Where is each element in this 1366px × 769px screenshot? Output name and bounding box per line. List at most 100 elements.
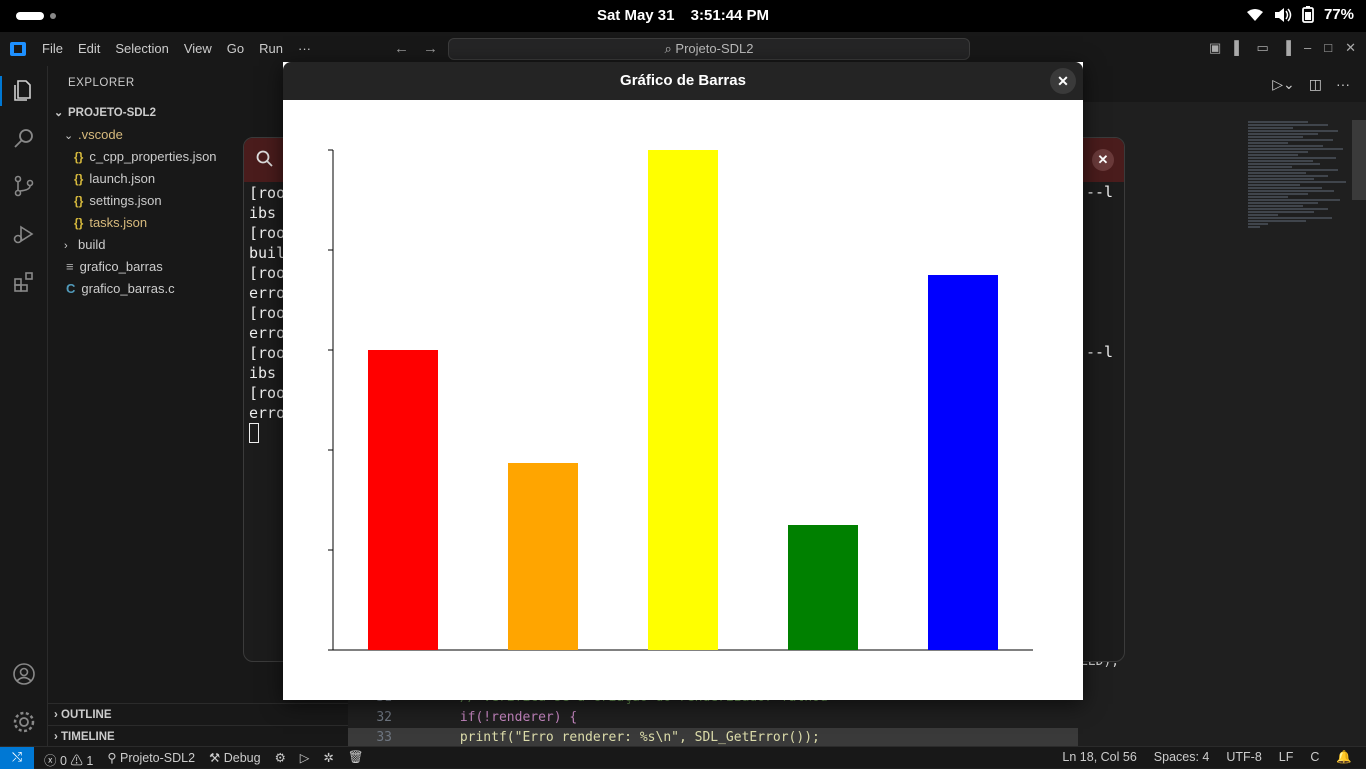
back-arrow-icon[interactable]: ← xyxy=(394,40,409,57)
editor-scrollbar[interactable] xyxy=(1352,120,1366,200)
search-icon: ⌕ xyxy=(664,41,676,56)
search-icon[interactable] xyxy=(256,150,274,168)
chart-window-title: Gráfico de Barras xyxy=(620,72,746,89)
chevron-right-icon: › xyxy=(54,731,62,743)
tree-item-label: grafico_barras xyxy=(79,259,163,274)
activities-indicator[interactable] xyxy=(16,12,44,20)
outline-section[interactable]: › OUTLINE xyxy=(48,703,348,725)
close-window-icon[interactable]: ✕ xyxy=(1345,40,1356,55)
more-actions-icon[interactable]: ··· xyxy=(1336,76,1350,92)
menu-more[interactable]: ··· xyxy=(298,41,311,56)
build-gear-icon[interactable]: ⚙ xyxy=(274,751,286,765)
extensions-icon[interactable] xyxy=(12,270,36,294)
tree-file-tasks[interactable]: {} tasks.json xyxy=(74,212,147,234)
tree-file-settings[interactable]: {} settings.json xyxy=(74,190,162,212)
run-icon[interactable]: ▷ xyxy=(299,751,310,765)
system-top-bar: Sat May 31 3:51:44 PM 77% xyxy=(0,0,1366,32)
toggle-secondary-sidebar-icon[interactable]: ▐ xyxy=(1281,40,1291,55)
cursor-position[interactable]: Ln 18, Col 56 xyxy=(1062,750,1137,764)
toggle-sidebar-icon[interactable]: ▌ xyxy=(1234,40,1244,55)
split-editor-icon[interactable]: ◫ xyxy=(1308,76,1322,92)
settings-gear-icon[interactable] xyxy=(12,710,36,734)
tree-folder-build[interactable]: › build xyxy=(64,234,105,256)
tree-file-c-cpp-properties[interactable]: {} c_cpp_properties.json xyxy=(74,146,217,168)
binary-file-icon: ≡ xyxy=(66,259,74,274)
time-label: 3:51:44 PM xyxy=(690,7,770,24)
project-name: PROJETO-SDL2 xyxy=(68,107,156,119)
outline-label: OUTLINE xyxy=(61,709,112,721)
code-line[interactable]: 32 if(!renderer) { xyxy=(348,708,1078,728)
date-label: Sat May 31 xyxy=(596,7,675,24)
menu-edit[interactable]: Edit xyxy=(77,41,101,56)
bar xyxy=(648,150,718,650)
folder-icon: ⚲ xyxy=(107,751,120,765)
warning-icon: ⚠ xyxy=(70,754,87,768)
encoding[interactable]: UTF-8 xyxy=(1226,750,1262,764)
navigation-arrows: ← → xyxy=(394,40,438,57)
workspace-dot xyxy=(50,13,56,19)
project-root-folder[interactable]: ⌄ PROJETO-SDL2 xyxy=(54,102,156,124)
terminal-line: erro xyxy=(249,404,286,422)
remote-indicator-icon[interactable]: ⤭ xyxy=(0,747,34,769)
terminal-line: erro xyxy=(249,284,286,302)
battery-percent: 77% xyxy=(1323,6,1354,23)
tree-item-label: tasks.json xyxy=(89,215,148,230)
end-of-line[interactable]: LF xyxy=(1278,750,1294,764)
debug-bug-icon[interactable]: ✲ xyxy=(323,751,334,765)
terminal-cursor xyxy=(249,423,259,443)
forward-arrow-icon[interactable]: → xyxy=(423,40,438,57)
vscode-logo-icon xyxy=(10,42,26,56)
chevron-right-icon: › xyxy=(54,709,62,721)
cmake-project[interactable]: ⚲ Projeto-SDL2 xyxy=(107,750,195,769)
build-variant[interactable]: ⚒ Debug xyxy=(209,750,261,769)
error-icon: ⓧ xyxy=(44,754,60,768)
source-control-icon[interactable] xyxy=(12,174,36,198)
chart-window: Gráfico de Barras ✕ xyxy=(283,62,1083,700)
trash-icon[interactable]: 🗑 xyxy=(347,750,364,764)
terminal-line: [roo xyxy=(249,184,286,202)
clock[interactable]: Sat May 31 3:51:44 PM xyxy=(0,7,1366,24)
tree-item-label: build xyxy=(78,237,106,252)
tree-file-launch[interactable]: {} launch.json xyxy=(74,168,155,190)
tree-item-label: c_cpp_properties.json xyxy=(89,149,217,164)
customize-layout-icon[interactable]: ▣ xyxy=(1208,40,1222,55)
json-file-icon: {} xyxy=(74,172,84,186)
bar xyxy=(788,525,858,650)
minimap[interactable] xyxy=(1248,120,1348,370)
command-center-search[interactable]: ⌕ Projeto-SDL2 xyxy=(448,38,970,60)
menu-selection[interactable]: Selection xyxy=(115,41,169,56)
indentation[interactable]: Spaces: 4 xyxy=(1153,750,1210,764)
timeline-section[interactable]: › TIMELINE xyxy=(48,725,348,747)
minimize-icon[interactable]: – xyxy=(1304,40,1312,55)
tree-folder-vscode[interactable]: ⌄ .vscode xyxy=(64,124,123,146)
menu-file[interactable]: File xyxy=(42,41,63,56)
toggle-panel-icon[interactable]: ▭ xyxy=(1256,40,1269,55)
code-line-current[interactable]: 33 printf("Erro renderer: %s\n", SDL_Get… xyxy=(348,728,1078,748)
line-number: 33 xyxy=(376,730,392,745)
tree-file-grafico-barras[interactable]: ≡ grafico_barras xyxy=(66,256,163,278)
problems-indicator[interactable]: ⓧ 0 ⚠ 1 xyxy=(44,750,93,769)
close-icon[interactable]: ✕ xyxy=(1050,68,1076,94)
language-mode[interactable]: C xyxy=(1310,750,1320,764)
terminal-line-fragment: --l xyxy=(1086,343,1114,361)
system-tray[interactable]: 77% xyxy=(1246,6,1354,23)
explorer-icon[interactable] xyxy=(12,78,36,102)
search-view-icon[interactable] xyxy=(12,126,36,150)
active-view-indicator xyxy=(0,76,2,106)
timeline-label: TIMELINE xyxy=(61,731,115,743)
terminal-line: [roo xyxy=(249,264,286,282)
accounts-icon[interactable] xyxy=(12,662,36,686)
bar xyxy=(928,275,998,650)
close-icon[interactable]: ✕ xyxy=(1092,149,1114,171)
status-right: Ln 18, Col 56 Spaces: 4 UTF-8 LF C 🔔 xyxy=(1062,750,1352,765)
maximize-icon[interactable]: □ xyxy=(1324,40,1333,55)
menu-run[interactable]: Run xyxy=(259,41,283,56)
menu-go[interactable]: Go xyxy=(226,41,245,56)
code-text: printf("Erro renderer: %s\n", SDL_GetErr… xyxy=(452,730,820,745)
project-label: Projeto-SDL2 xyxy=(120,751,196,765)
menu-view[interactable]: View xyxy=(183,41,212,56)
run-debug-dropdown-icon[interactable]: ▷⌄ xyxy=(1272,76,1295,92)
run-debug-icon[interactable] xyxy=(12,222,36,246)
notifications-bell-icon[interactable]: 🔔 xyxy=(1336,750,1352,764)
